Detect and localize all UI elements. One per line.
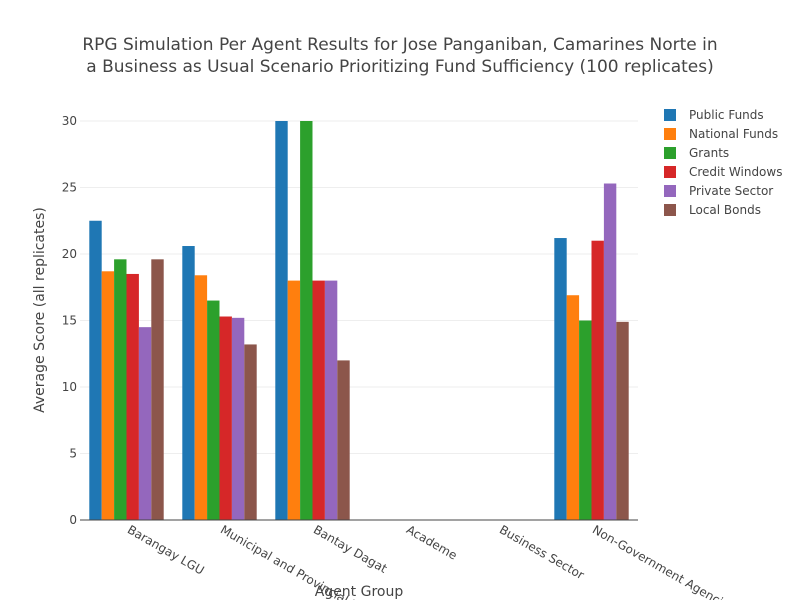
x-axis-title: Agent Group: [315, 584, 404, 600]
legend-item[interactable]: National Funds: [664, 127, 778, 141]
bar: [554, 238, 567, 521]
y-tick-label: 20: [62, 247, 77, 261]
bar: [275, 121, 288, 520]
y-tick-labels: 0 5 10 15 20 25 30: [62, 114, 77, 527]
legend-swatch: [664, 166, 676, 178]
x-tick-label: Bantay Dagat: [311, 522, 390, 575]
bar: [207, 300, 220, 520]
legend-label: Local Bonds: [689, 203, 761, 217]
bar: [566, 295, 580, 520]
y-axis-title: Average Score (all replicates): [32, 207, 48, 413]
legend-label: National Funds: [689, 127, 778, 141]
legend-item[interactable]: Public Funds: [664, 108, 764, 122]
bar: [219, 316, 232, 520]
legend-label: Private Sector: [689, 184, 773, 198]
bar: [324, 280, 338, 520]
legend-item[interactable]: Grants: [664, 146, 729, 160]
chart-title-line-1: RPG Simulation Per Agent Results for Jos…: [82, 35, 717, 55]
bar: [101, 271, 115, 520]
bar: [114, 259, 127, 520]
x-tick-label: Non-Government Agencies: [590, 522, 737, 600]
bar: [244, 344, 257, 520]
bar: [591, 240, 604, 520]
x-tick-labels: Barangay LGU Municipal and Provincial LGU…: [125, 522, 737, 600]
bar: [194, 275, 208, 520]
legend: Public Funds National Funds Grants Credit W…: [664, 108, 782, 217]
legend-swatch: [664, 109, 676, 121]
bar: [300, 121, 313, 520]
bar: [138, 327, 152, 520]
bar: [337, 360, 350, 520]
legend-swatch: [664, 128, 676, 140]
bar: [231, 317, 245, 520]
bar: [287, 280, 301, 520]
legend-swatch: [664, 204, 676, 216]
legend-label: Grants: [689, 146, 729, 160]
y-tick-label: 5: [69, 447, 77, 461]
legend-swatch: [664, 185, 676, 197]
legend-swatch: [664, 147, 676, 159]
x-tick-label: Barangay LGU: [125, 522, 207, 577]
y-tick-label: 30: [62, 114, 77, 128]
bars: [89, 121, 629, 521]
bar: [151, 259, 164, 520]
legend-label: Credit Windows: [689, 165, 782, 179]
bar: [182, 246, 195, 520]
y-tick-label: 0: [69, 513, 77, 527]
legend-item[interactable]: Local Bonds: [664, 203, 761, 217]
legend-item[interactable]: Private Sector: [664, 184, 773, 198]
chart-title-line-2: a Business as Usual Scenario Prioritizin…: [86, 57, 713, 77]
bar: [603, 183, 617, 520]
chart-title: RPG Simulation Per Agent Results for Jos…: [82, 35, 717, 77]
gridlines: [80, 120, 638, 454]
y-tick-label: 15: [62, 314, 77, 328]
y-tick-label: 25: [62, 181, 77, 195]
x-tick-label: Business Sector: [497, 522, 587, 582]
legend-item[interactable]: Credit Windows: [664, 165, 782, 179]
legend-label: Public Funds: [689, 108, 764, 122]
bar: [126, 273, 139, 520]
bar: [616, 321, 629, 520]
bar: [312, 280, 325, 520]
x-tick-label: Academe: [404, 522, 460, 562]
y-tick-label: 10: [62, 380, 77, 394]
bar: [579, 320, 592, 520]
bar: [89, 220, 102, 520]
